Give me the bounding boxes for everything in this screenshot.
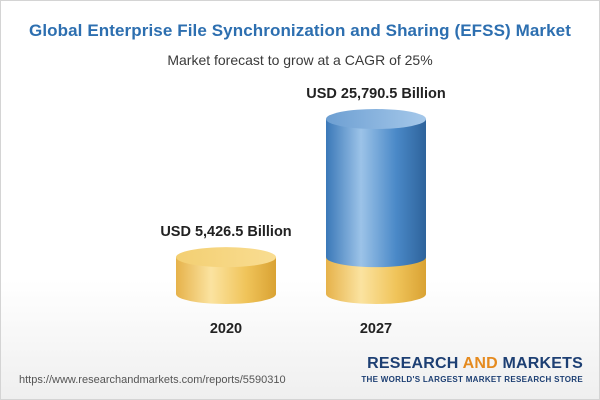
bar-2027-base-body [326, 257, 426, 304]
bar-2027-growth [326, 109, 426, 268]
brand-part2: AND [462, 355, 498, 372]
brand-name: RESEARCH AND MARKETS [361, 355, 583, 373]
brand-part3: MARKETS [497, 355, 583, 372]
chart-title: Global Enterprise File Synchronization a… [29, 21, 571, 40]
bar-2027-base [326, 257, 426, 304]
year-label-2020: 2020 [210, 321, 242, 337]
bar-2020 [176, 247, 276, 304]
bar-2027-growth-body [326, 119, 426, 268]
value-label-2020: USD 5,426.5 Billion [160, 224, 291, 240]
source-url: https://www.researchandmarkets.com/repor… [19, 374, 286, 386]
brand-logo: RESEARCH AND MARKETS THE WORLD'S LARGEST… [361, 355, 583, 384]
bar-2020-top [176, 247, 276, 268]
value-label-2027: USD 25,790.5 Billion [306, 86, 445, 102]
brand-part1: RESEARCH [367, 355, 463, 372]
brand-tagline: THE WORLD'S LARGEST MARKET RESEARCH STOR… [361, 375, 583, 384]
bar-2027-top [326, 109, 426, 129]
year-label-2027: 2027 [360, 321, 392, 337]
chart-subtitle: Market forecast to grow at a CAGR of 25% [167, 52, 433, 68]
bar-2020-body [176, 257, 276, 304]
